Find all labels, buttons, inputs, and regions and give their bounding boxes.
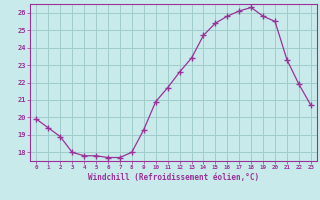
X-axis label: Windchill (Refroidissement éolien,°C): Windchill (Refroidissement éolien,°C) <box>88 173 259 182</box>
